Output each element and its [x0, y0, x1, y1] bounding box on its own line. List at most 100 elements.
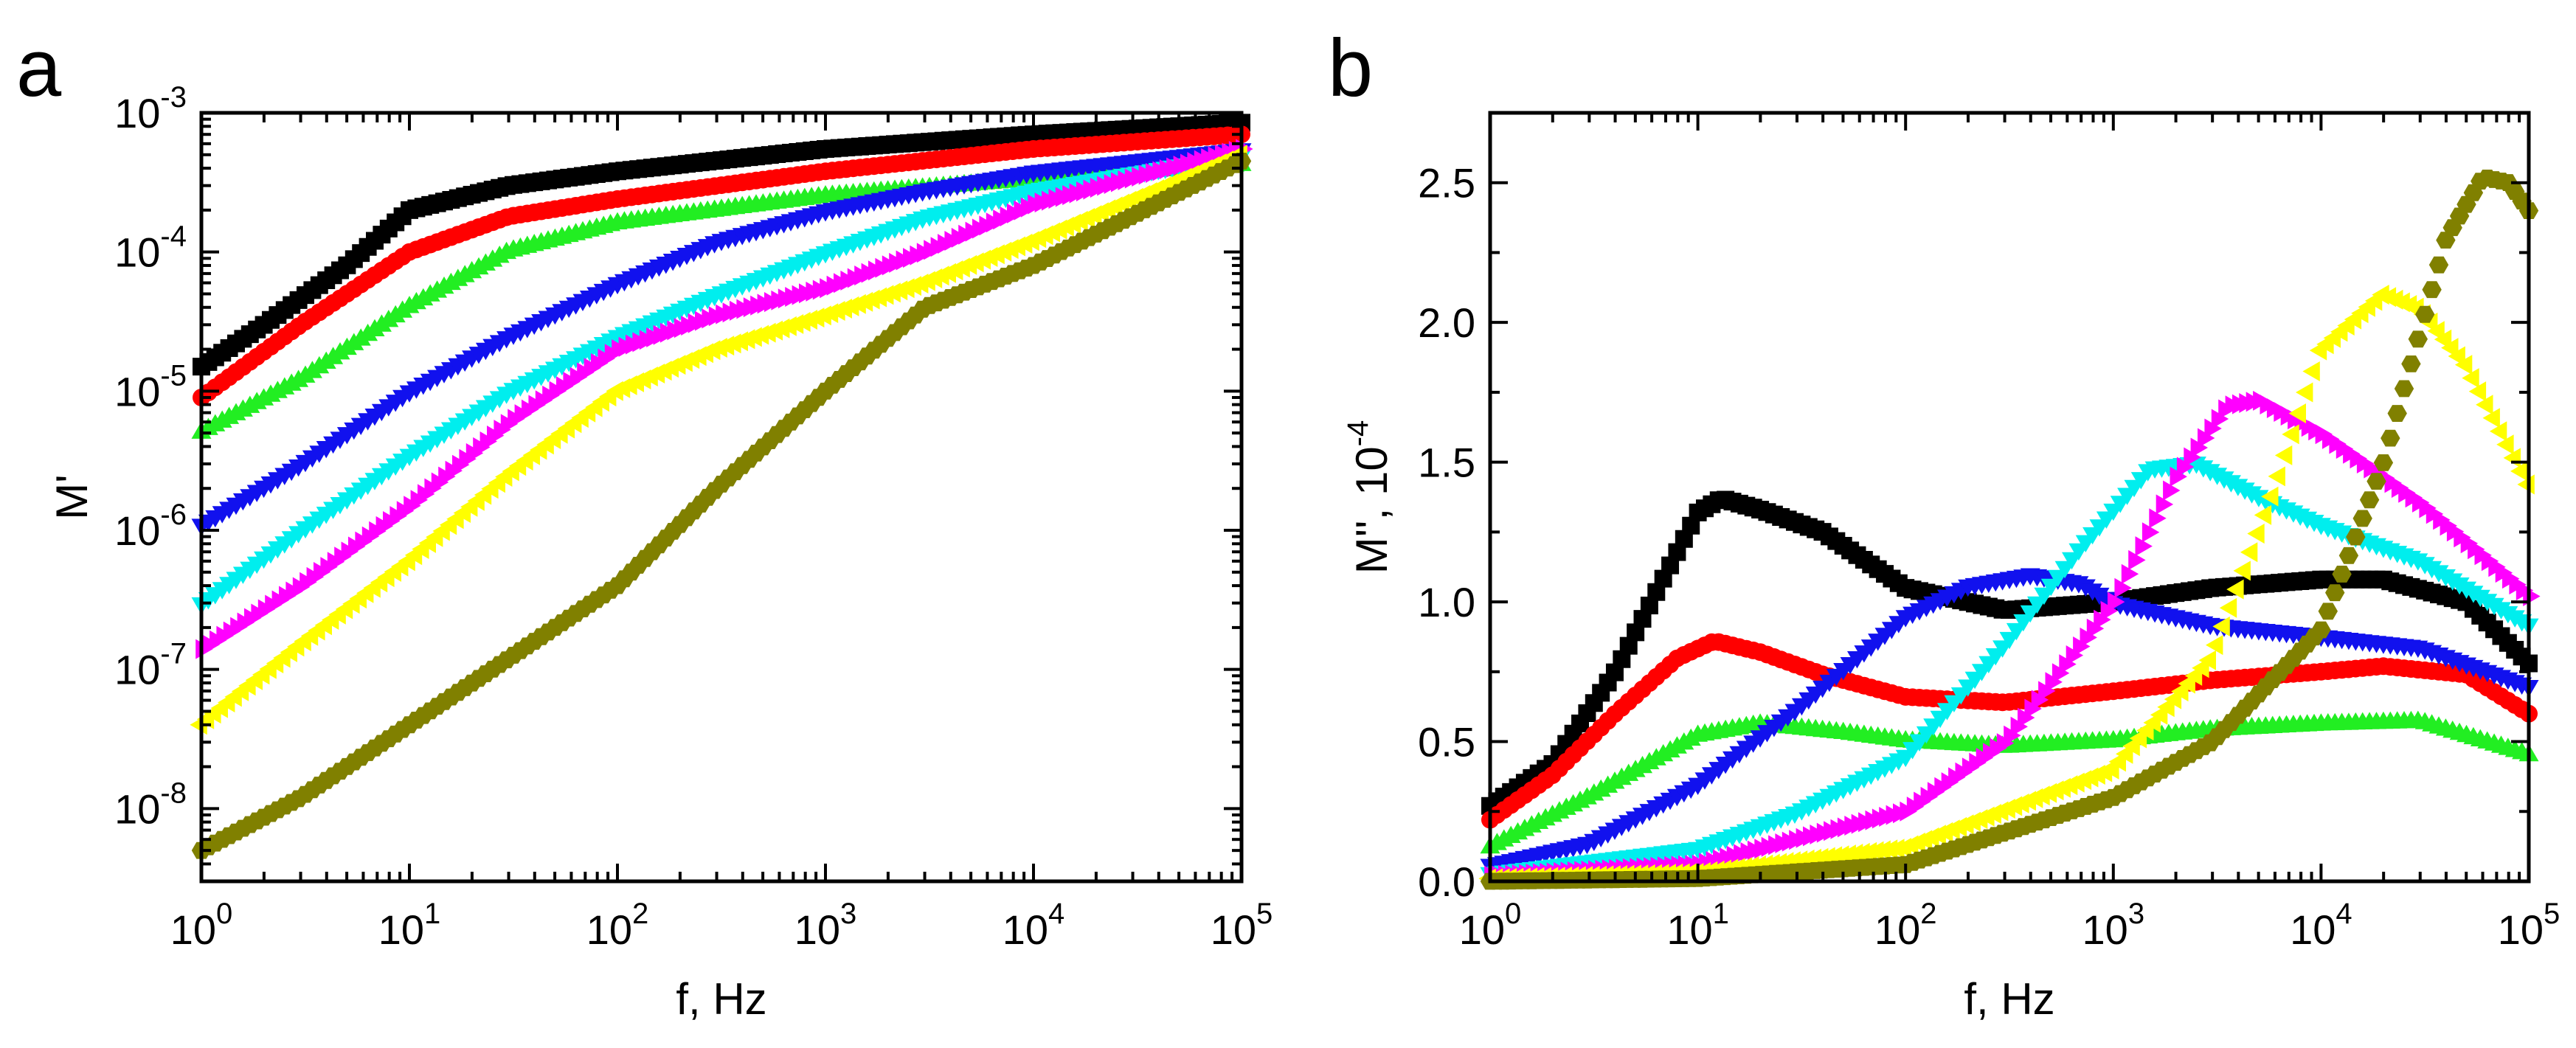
data-point [2226, 579, 2244, 600]
data-point [2476, 395, 2493, 415]
data-point [2332, 566, 2352, 583]
data-point [2482, 408, 2500, 428]
x-tick-label: 101 [1666, 898, 1729, 953]
panel-b-series-layer [1478, 170, 2541, 890]
y-tick-label: 0.5 [1418, 719, 1475, 766]
panel-b-plot-frame [1488, 111, 2531, 884]
data-point [2366, 473, 2386, 490]
data-point [2352, 510, 2372, 527]
data-point [2128, 549, 2146, 570]
x-tick-label-exp: 3 [2128, 898, 2144, 930]
data-point [2268, 466, 2285, 487]
x-tick-label: 104 [2290, 898, 2352, 953]
y-tick-label-base: 10 [114, 368, 160, 414]
x-tick-label-exp: 2 [1920, 898, 1936, 930]
data-point [2359, 491, 2380, 509]
panel-a-plot-frame [199, 111, 1244, 884]
y-tick-label-exp: -4 [160, 221, 187, 253]
series-green [1480, 710, 2539, 854]
x-tick-label-exp: 5 [2544, 898, 2560, 930]
x-tick-label-base: 10 [1003, 906, 1048, 953]
y-tick-label: 0.0 [1418, 858, 1475, 905]
data-point [2346, 528, 2366, 546]
x-tick-label: 103 [2082, 898, 2145, 953]
x-tick-label: 100 [1459, 898, 1522, 953]
data-point [2448, 346, 2465, 367]
series-black [193, 114, 1250, 376]
x-tick-label-base: 10 [2082, 906, 2128, 953]
x-tick-label-base: 10 [378, 906, 424, 953]
data-point [2415, 305, 2435, 323]
panel-a-y-ticks: 10-810-710-610-510-410-3 [114, 81, 1242, 883]
x-tick-label: 101 [378, 898, 441, 953]
x-tick-label-base: 10 [794, 906, 840, 953]
y-tick-label: 10-7 [114, 638, 187, 693]
x-tick-label: 103 [794, 898, 857, 953]
x-tick-label-base: 10 [586, 906, 632, 953]
series-red [193, 125, 1250, 406]
x-tick-label-exp: 5 [1256, 898, 1273, 930]
data-point [2176, 457, 2195, 477]
x-tick-label-base: 10 [1211, 906, 1256, 953]
x-tick-label: 102 [586, 898, 649, 953]
data-point [2489, 421, 2507, 442]
data-point [2135, 536, 2153, 557]
data-point [1613, 650, 1631, 668]
series-olive [191, 153, 1252, 859]
data-point [1640, 596, 1658, 614]
y-tick-label-base: 10 [114, 507, 160, 554]
data-point [2211, 409, 2229, 429]
data-point [2468, 381, 2487, 402]
x-tick-label-exp: 0 [216, 898, 232, 930]
data-point [1647, 583, 1666, 601]
data-point [2149, 508, 2167, 529]
data-point [2394, 380, 2414, 398]
data-point [2233, 561, 2251, 581]
data-point [2206, 635, 2223, 656]
data-point [2302, 361, 2320, 381]
panel-b-letter: b [1328, 23, 1373, 114]
y-tick-label: 1.0 [1418, 579, 1475, 625]
data-point [2387, 405, 2407, 422]
y-tick-label-base: 10 [114, 647, 160, 693]
data-point [1619, 636, 1638, 655]
data-point [2108, 591, 2125, 612]
x-tick-label: 104 [1003, 898, 1065, 953]
data-point [2274, 445, 2293, 465]
data-point [2496, 434, 2514, 455]
y-tick-label: 2.0 [1418, 299, 1475, 346]
panel-a-letter: a [16, 23, 62, 114]
y-tick-label-exp: -7 [160, 638, 187, 670]
y-tick-label-base: 10 [114, 90, 160, 136]
data-point [2254, 504, 2272, 525]
data-point [2428, 256, 2449, 274]
x-tick-label-base: 10 [170, 906, 216, 953]
data-point [1627, 623, 1645, 642]
panel-a-series-layer [190, 114, 1253, 859]
panel-a-x-axis-title: f, Hz [676, 974, 766, 1024]
data-point [2142, 522, 2160, 543]
y-tick-label-base: 10 [114, 229, 160, 276]
panel-b-x-ticks: 100 101 102 103 104 105 [1459, 113, 2561, 953]
series-yellow [190, 145, 1247, 735]
x-tick-label: 105 [2498, 898, 2561, 953]
data-point [2288, 403, 2306, 423]
x-tick-label: 100 [170, 898, 233, 953]
data-point [2163, 480, 2181, 501]
data-point [2454, 355, 2473, 375]
data-point [2198, 428, 2215, 448]
y-tick-label: 10-6 [114, 499, 187, 554]
data-point [2311, 621, 2331, 639]
panel-b-x-axis-title: f, Hz [1964, 974, 2054, 1024]
x-tick-label-exp: 1 [424, 898, 440, 930]
x-tick-label-exp: 1 [1713, 898, 1729, 930]
y-tick-label-exp: -8 [160, 777, 187, 809]
data-point [2156, 494, 2174, 515]
panel-b: b 100 101 102 103 104 105 0.00.51.01.52.02.5 … [1328, 23, 2560, 1024]
y-tick-label: 10-8 [114, 777, 187, 832]
data-point [2296, 382, 2313, 403]
panel-b-y-axis-title: M'', 10-4 [1342, 420, 1396, 575]
data-point [2114, 577, 2132, 598]
data-point [1633, 610, 1652, 628]
